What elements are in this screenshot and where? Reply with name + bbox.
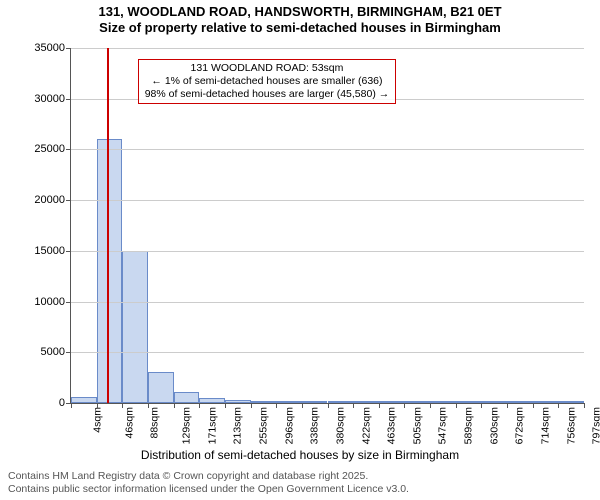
y-gridline: [71, 302, 584, 303]
x-tick-mark: [251, 403, 252, 408]
x-axis-label: Distribution of semi-detached houses by …: [0, 448, 600, 462]
footer-line-2: Contains public sector information licen…: [8, 483, 409, 496]
histogram-bar: [199, 398, 225, 403]
x-tick-mark: [225, 403, 226, 408]
histogram-bar: [225, 400, 251, 403]
x-tick-label: 505sqm: [411, 407, 423, 444]
title-line-2: Size of property relative to semi-detach…: [0, 20, 600, 36]
histogram-bar: [507, 401, 533, 403]
x-tick-mark: [328, 403, 329, 408]
x-tick-label: 589sqm: [462, 407, 474, 444]
x-tick-label: 338sqm: [309, 407, 321, 444]
x-tick-label: 296sqm: [283, 407, 295, 444]
x-tick-mark: [97, 403, 98, 408]
x-tick-label: 547sqm: [437, 407, 449, 444]
y-tick-label: 10000: [34, 296, 71, 308]
x-tick-mark: [481, 403, 482, 408]
x-tick-label: 129sqm: [180, 407, 192, 444]
y-gridline: [71, 352, 584, 353]
histogram-bar: [122, 251, 148, 403]
y-gridline: [71, 200, 584, 201]
info-box-line: 98% of semi-detached houses are larger (…: [145, 88, 390, 101]
x-tick-mark: [558, 403, 559, 408]
y-tick-label: 5000: [41, 346, 71, 358]
x-tick-label: 88sqm: [149, 407, 161, 439]
histogram-bar: [97, 139, 123, 403]
info-box-line: 131 WOODLAND ROAD: 53sqm: [145, 62, 390, 75]
x-tick-mark: [276, 403, 277, 408]
x-tick-label: 213sqm: [232, 407, 244, 444]
property-info-box: 131 WOODLAND ROAD: 53sqm← 1% of semi-det…: [138, 59, 397, 104]
x-tick-mark: [584, 403, 585, 408]
x-tick-label: 422sqm: [360, 407, 372, 444]
histogram-bar: [174, 392, 200, 403]
histogram-bar: [71, 397, 97, 403]
x-tick-label: 255sqm: [257, 407, 269, 444]
histogram-bar: [533, 401, 559, 403]
histogram-bar: [404, 401, 430, 403]
x-tick-mark: [353, 403, 354, 408]
footer-line-1: Contains HM Land Registry data © Crown c…: [8, 470, 409, 483]
histogram-bar: [456, 401, 482, 403]
histogram-bar: [328, 401, 354, 403]
chart-title-block: 131, WOODLAND ROAD, HANDSWORTH, BIRMINGH…: [0, 0, 600, 37]
x-tick-label: 797sqm: [591, 407, 600, 444]
y-tick-label: 30000: [34, 93, 71, 105]
histogram-bar: [251, 401, 277, 403]
y-tick-label: 25000: [34, 143, 71, 155]
x-tick-mark: [507, 403, 508, 408]
histogram-bar: [353, 401, 379, 403]
x-tick-label: 756sqm: [565, 407, 577, 444]
x-tick-mark: [71, 403, 72, 408]
x-tick-mark: [122, 403, 123, 408]
histogram-bar: [276, 401, 302, 403]
title-line-1: 131, WOODLAND ROAD, HANDSWORTH, BIRMINGH…: [0, 4, 600, 20]
x-tick-mark: [533, 403, 534, 408]
x-tick-mark: [199, 403, 200, 408]
x-tick-label: 4sqm: [92, 407, 104, 433]
x-tick-mark: [174, 403, 175, 408]
x-tick-mark: [302, 403, 303, 408]
y-gridline: [71, 48, 584, 49]
histogram-bar: [148, 372, 174, 403]
x-tick-label: 672sqm: [514, 407, 526, 444]
x-tick-label: 714sqm: [539, 407, 551, 444]
x-tick-label: 46sqm: [123, 407, 135, 439]
histogram-bar: [430, 401, 456, 403]
x-tick-mark: [430, 403, 431, 408]
x-tick-label: 171sqm: [206, 407, 218, 444]
histogram-bar: [302, 401, 328, 403]
histogram-bar: [379, 401, 405, 403]
y-tick-label: 0: [59, 397, 71, 409]
x-tick-label: 630sqm: [488, 407, 500, 444]
histogram-bar: [481, 401, 507, 403]
y-tick-label: 15000: [34, 245, 71, 257]
x-tick-mark: [379, 403, 380, 408]
info-box-line: ← 1% of semi-detached houses are smaller…: [145, 75, 390, 88]
histogram-bar: [558, 401, 584, 403]
x-tick-mark: [404, 403, 405, 408]
x-tick-mark: [148, 403, 149, 408]
x-tick-label: 463sqm: [386, 407, 398, 444]
chart-area: Number of semi-detached properties 05000…: [0, 42, 600, 462]
y-tick-label: 20000: [34, 194, 71, 206]
y-gridline: [71, 149, 584, 150]
plot-region: 050001000015000200002500030000350004sqm4…: [70, 48, 584, 404]
x-tick-label: 380sqm: [334, 407, 346, 444]
x-tick-mark: [456, 403, 457, 408]
property-marker-line: [107, 48, 109, 403]
y-gridline: [71, 251, 584, 252]
y-tick-label: 35000: [34, 42, 71, 54]
footer-attribution: Contains HM Land Registry data © Crown c…: [8, 470, 409, 496]
